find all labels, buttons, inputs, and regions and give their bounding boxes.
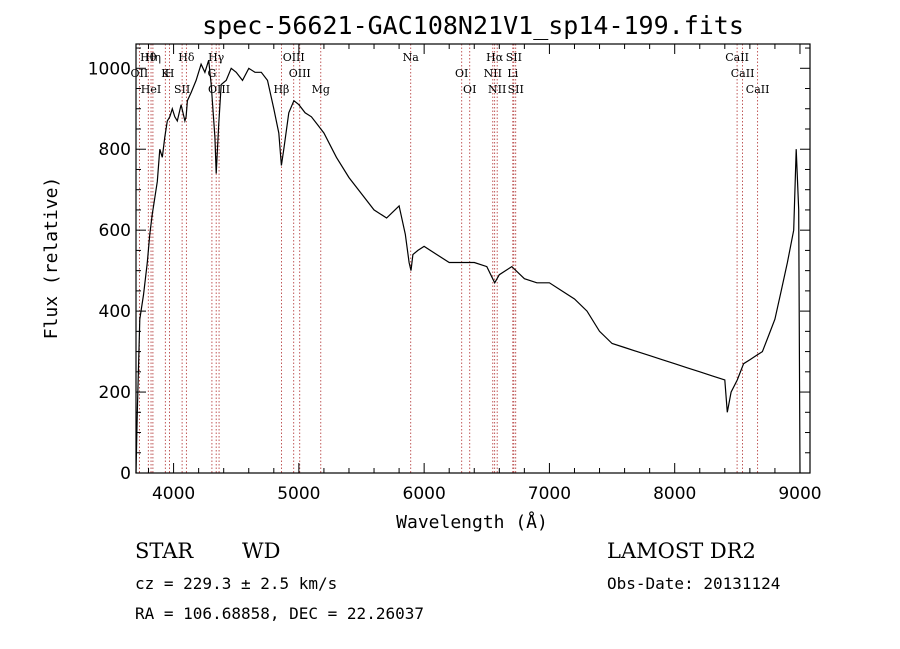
coordinates: RA = 106.68858, DEC = 22.26037 bbox=[135, 604, 424, 623]
y-tick-label: 600 bbox=[99, 221, 131, 241]
axis-ticks: 4000 5000 6000 7000 8000 9000 0 200 400 600 800 100… bbox=[88, 44, 822, 504]
x-tick-label: 9000 bbox=[778, 484, 821, 504]
x-tick-label: 4000 bbox=[152, 484, 195, 504]
object-class: STAR bbox=[135, 539, 194, 563]
y-tick-label: 1000 bbox=[88, 59, 131, 79]
line-marker-label: Na bbox=[403, 51, 420, 64]
line-marker-label: OIII bbox=[208, 83, 230, 96]
line-marker-label: SII bbox=[508, 83, 524, 96]
line-marker-label: CaII bbox=[731, 67, 755, 80]
line-marker-labels: HθOIIHeIHηKSIIHδHOIIIHγGHβOIIIOIIIMgNaOI… bbox=[131, 51, 770, 96]
line-marker-label: Hθ bbox=[140, 51, 157, 64]
line-marker-label: H bbox=[165, 67, 175, 80]
chart-title: spec-56621-GAC108N21V1_sp14-199.fits bbox=[202, 11, 744, 40]
object-subclass: WD bbox=[242, 539, 281, 563]
line-marker-label: Hδ bbox=[178, 51, 195, 64]
x-tick-label: 5000 bbox=[277, 484, 320, 504]
line-marker-label: OIII bbox=[283, 51, 305, 64]
line-marker-label: Li bbox=[507, 67, 518, 80]
y-tick-label: 0 bbox=[120, 464, 131, 484]
line-marker-label: CaII bbox=[746, 83, 770, 96]
line-marker-label: NII bbox=[484, 67, 502, 80]
y-tick-label: 200 bbox=[99, 383, 131, 403]
x-axis-label: Wavelength (Å) bbox=[396, 511, 548, 533]
line-marker-label: OI bbox=[463, 83, 476, 96]
line-marker-label: G bbox=[208, 67, 217, 80]
line-marker-label: SII bbox=[506, 51, 522, 64]
y-tick-label: 800 bbox=[99, 140, 131, 160]
x-tick-label: 8000 bbox=[653, 484, 696, 504]
line-marker-label: OI bbox=[455, 67, 468, 80]
spectrum-line bbox=[135, 60, 801, 474]
x-tick-label: 7000 bbox=[528, 484, 571, 504]
line-markers bbox=[138, 44, 759, 473]
line-marker-label: Mg bbox=[312, 83, 330, 96]
line-marker-label: K bbox=[161, 67, 170, 80]
y-tick-label: 400 bbox=[99, 302, 131, 322]
y-axis-label: Flux (relative) bbox=[41, 177, 62, 340]
line-marker-label: Hα bbox=[486, 51, 504, 64]
survey-name: LAMOST DR2 bbox=[607, 539, 756, 563]
line-marker-label: Hη bbox=[145, 51, 161, 64]
redshift-velocity: cz = 229.3 ± 2.5 km/s bbox=[135, 574, 338, 593]
line-marker-label: Hγ bbox=[208, 51, 225, 64]
x-tick-label: 6000 bbox=[403, 484, 446, 504]
plot-frame bbox=[135, 43, 811, 474]
line-marker-label: SII bbox=[174, 83, 190, 96]
line-marker-label: OIII bbox=[289, 67, 311, 80]
line-marker-label: OII bbox=[131, 67, 149, 80]
line-marker-label: CaII bbox=[725, 51, 749, 64]
line-marker-label: HeI bbox=[141, 83, 161, 96]
line-marker-label: NII bbox=[488, 83, 506, 96]
line-marker-label: Hβ bbox=[273, 83, 289, 96]
observation-date: Obs-Date: 20131124 bbox=[607, 574, 781, 593]
